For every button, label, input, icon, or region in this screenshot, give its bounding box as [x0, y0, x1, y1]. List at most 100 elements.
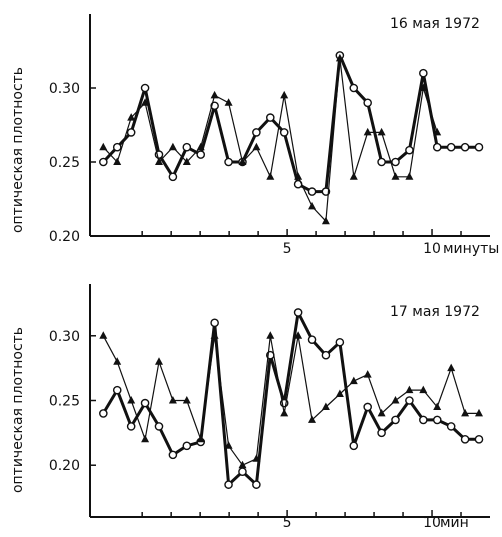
- data-point-circle: [140, 83, 150, 93]
- data-point-triangle: [210, 331, 219, 339]
- chart-title: 17 мая 1972: [390, 304, 480, 320]
- data-point-triangle: [238, 460, 247, 469]
- data-point-triangle: [113, 357, 122, 365]
- data-point-triangle: [238, 157, 247, 165]
- data-point-triangle: [168, 142, 177, 151]
- data-point-circle: [112, 142, 122, 152]
- data-point-circle: [363, 98, 372, 108]
- data-point-circle: [168, 172, 178, 182]
- data-point-triangle: [182, 157, 191, 165]
- data-point-triangle: [141, 98, 150, 106]
- data-point-triangle: [419, 83, 428, 91]
- data-point-circle: [168, 450, 178, 460]
- series-line-circles: [102, 311, 479, 487]
- data-point-circle: [474, 142, 484, 152]
- data-point-triangle: [280, 90, 289, 99]
- data-point-triangle: [377, 408, 386, 417]
- data-point-circle: [224, 480, 233, 489]
- data-point-circle: [321, 350, 331, 360]
- data-point-triangle: [280, 408, 289, 417]
- data-point-triangle: [405, 172, 414, 180]
- data-point-circle: [474, 435, 484, 444]
- data-point-triangle: [294, 331, 303, 339]
- data-point-circle: [363, 402, 372, 412]
- data-point-circle: [419, 415, 428, 425]
- data-point-triangle: [349, 172, 358, 180]
- data-point-circle: [224, 157, 233, 167]
- data-point-circle: [252, 480, 261, 489]
- data-point-triangle: [252, 142, 261, 151]
- data-point-triangle: [461, 408, 470, 417]
- data-point-circle: [112, 385, 122, 395]
- data-point-circle: [182, 142, 192, 152]
- x-tick-label: 10: [423, 515, 441, 531]
- x-axis-label: мин: [440, 515, 469, 531]
- data-point-circle: [307, 335, 317, 344]
- data-point-triangle: [127, 396, 136, 404]
- data-point-triangle: [266, 331, 275, 339]
- data-point-circle: [154, 422, 164, 431]
- x-tick-label: 5: [283, 241, 292, 257]
- data-point-triangle: [308, 415, 316, 423]
- data-point-triangle: [155, 157, 163, 165]
- data-point-circle: [405, 145, 414, 155]
- data-point-circle: [405, 396, 414, 405]
- y-tick-label: 0.25: [49, 394, 80, 410]
- data-point-circle: [265, 113, 275, 122]
- data-point-triangle: [196, 434, 205, 443]
- data-point-triangle: [405, 385, 414, 394]
- chart-panel-17-may: оптическая плотность 17 мая 1972 мин 0.2…: [10, 284, 490, 531]
- x-axis-label: минуты: [443, 241, 499, 257]
- data-point-circle: [99, 157, 108, 167]
- data-point-triangle: [335, 53, 344, 62]
- data-point-triangle: [266, 172, 275, 180]
- chart-title: 16 мая 1972: [390, 16, 480, 32]
- chart-panel-16-may: оптическая плотность 16 мая 1972 минуты …: [10, 14, 499, 257]
- data-point-circle: [446, 142, 456, 152]
- data-point-circle: [238, 467, 247, 476]
- y-tick-label: 0.30: [49, 329, 80, 345]
- data-point-circle: [419, 68, 428, 78]
- data-point-circle: [279, 128, 289, 137]
- data-point-circle: [140, 398, 150, 408]
- data-point-triangle: [168, 396, 177, 404]
- data-point-circle: [460, 142, 470, 152]
- series-line-triangles: [102, 335, 479, 466]
- data-point-triangle: [475, 408, 483, 417]
- y-axis-label: оптическая плотность: [10, 67, 26, 233]
- data-point-triangle: [127, 113, 136, 121]
- data-point-triangle: [99, 142, 108, 151]
- data-point-triangle: [363, 370, 372, 378]
- data-point-circle: [126, 128, 136, 137]
- data-point-triangle: [224, 441, 233, 449]
- y-tick-label: 0.20: [49, 458, 80, 474]
- y-axis-label: оптическая плотность: [10, 327, 26, 493]
- data-point-triangle: [391, 172, 400, 180]
- data-point-triangle: [182, 396, 191, 404]
- data-point-triangle: [349, 376, 358, 385]
- data-point-triangle: [196, 142, 205, 151]
- series-line-circles: [102, 53, 479, 194]
- data-point-triangle: [155, 357, 163, 365]
- data-point-circle: [377, 157, 386, 167]
- data-point-circle: [307, 187, 317, 196]
- data-point-circle: [293, 308, 303, 317]
- data-point-triangle: [335, 389, 344, 397]
- y-tick-label: 0.25: [49, 155, 80, 171]
- data-point-circle: [391, 415, 400, 425]
- data-point-triangle: [252, 454, 261, 462]
- data-point-triangle: [294, 172, 303, 180]
- data-point-triangle: [210, 90, 219, 99]
- data-point-triangle: [363, 127, 372, 136]
- data-point-circle: [210, 318, 219, 328]
- data-point-circle: [182, 441, 192, 451]
- x-tick-label: 10: [423, 241, 441, 257]
- data-point-triangle: [113, 157, 122, 165]
- data-point-circle: [460, 435, 470, 444]
- data-point-circle: [377, 428, 386, 438]
- data-point-triangle: [433, 402, 442, 410]
- series-line-triangles: [102, 57, 438, 222]
- data-point-triangle: [321, 216, 330, 225]
- y-tick-label: 0.30: [49, 81, 80, 97]
